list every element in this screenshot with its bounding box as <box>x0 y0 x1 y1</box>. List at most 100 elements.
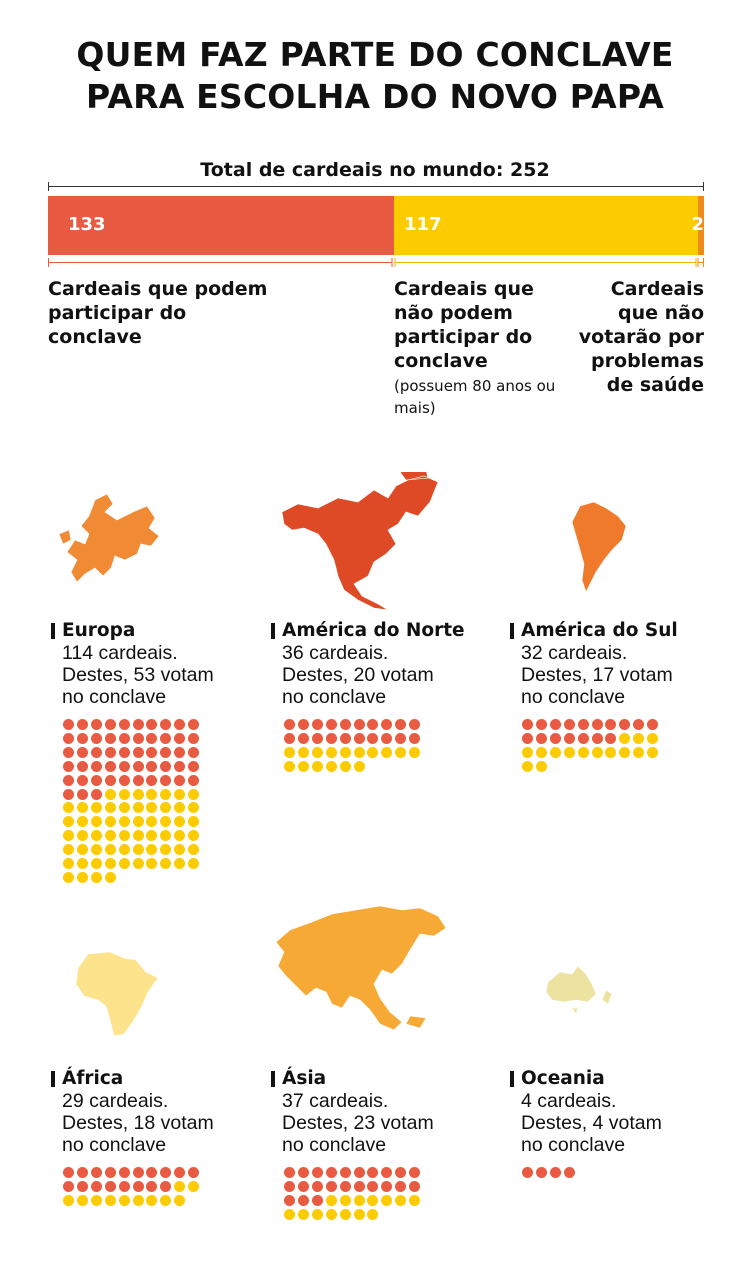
dot-non-voter <box>132 1194 144 1206</box>
dot-non-voter <box>535 760 547 772</box>
dot-voter <box>522 1167 533 1178</box>
dot-voter <box>132 746 144 758</box>
dot-voter <box>535 1167 547 1178</box>
dot-non-voter <box>118 1194 130 1206</box>
dot-non-voter <box>311 760 323 772</box>
region-name: América do Norte <box>282 620 465 641</box>
dot-non-voter <box>118 788 130 800</box>
dot-voter <box>297 1167 309 1178</box>
dot-voter <box>395 1180 407 1192</box>
dot-non-voter <box>409 746 421 758</box>
dot-voter <box>174 732 186 744</box>
dot-voter <box>118 719 130 730</box>
dot-voter <box>118 1180 130 1192</box>
dot-voter <box>549 719 561 730</box>
region-voters: Destes, 20 votam <box>282 664 434 686</box>
dot-voter <box>63 732 74 744</box>
bar-label-non-voters: 117 <box>404 214 442 235</box>
dot-non-voter <box>395 1194 407 1206</box>
dot-voter <box>76 788 88 800</box>
dot-non-voter <box>146 802 158 814</box>
region-voters: Destes, 4 votam <box>521 1112 662 1134</box>
dot-non-voter <box>63 802 74 814</box>
dot-non-voter <box>132 858 144 869</box>
dot-non-voter <box>146 830 158 842</box>
dot-voter <box>132 1180 144 1192</box>
dot-voter <box>339 719 351 730</box>
region-total: 32 cardeais. <box>521 642 628 664</box>
dot-voter <box>63 1180 74 1192</box>
dot-non-voter <box>132 788 144 800</box>
dot-voter <box>409 732 421 744</box>
dot-voter <box>146 746 158 758</box>
dot-non-voter <box>90 858 102 869</box>
region-voters: Destes, 53 votam <box>62 664 214 686</box>
dot-non-voter <box>174 816 186 828</box>
dot-voter <box>367 732 379 744</box>
dot-non-voter <box>619 746 631 758</box>
dot-voter <box>146 760 158 772</box>
dot-non-voter <box>284 760 295 772</box>
dot-voter <box>188 746 200 758</box>
dot-non-voter <box>353 1194 365 1206</box>
dot-non-voter <box>146 844 158 856</box>
total-stacked-bar: 133 117 2 <box>48 196 704 255</box>
dot-voter <box>633 719 645 730</box>
dot-voter <box>118 746 130 758</box>
dot-voter <box>577 719 589 730</box>
dot-non-voter <box>90 802 102 814</box>
south-america-map-icon <box>571 501 627 593</box>
dot-non-voter <box>325 1194 337 1206</box>
dot-non-voter <box>577 746 589 758</box>
category-voters: Cardeais que podem participar do conclav… <box>48 278 268 348</box>
dot-voter <box>104 746 116 758</box>
region-marker <box>510 623 514 639</box>
dot-voter <box>118 774 130 786</box>
top-bracket <box>48 182 704 191</box>
dot-voter <box>104 1180 116 1192</box>
oceania-map-icon <box>545 965 613 1015</box>
dot-non-voter <box>90 1194 102 1206</box>
region-suffix: no conclave <box>62 1134 167 1156</box>
dot-non-voter <box>160 858 172 869</box>
dot-non-voter <box>160 830 172 842</box>
dot-non-voter <box>549 746 561 758</box>
dot-non-voter <box>647 732 659 744</box>
dot-voter <box>353 1180 365 1192</box>
dot-non-voter <box>619 732 631 744</box>
dot-voter <box>160 732 172 744</box>
dot-voter <box>90 732 102 744</box>
region-suffix: no conclave <box>282 1134 387 1156</box>
dot-voter <box>63 788 74 800</box>
dot-non-voter <box>174 858 186 869</box>
dot-non-voter <box>63 816 74 828</box>
dot-voter <box>188 732 200 744</box>
dot-voter <box>522 719 533 730</box>
dot-voter <box>395 732 407 744</box>
region-suffix: no conclave <box>282 686 387 708</box>
region-suffix: no conclave <box>521 686 626 708</box>
dot-non-voter <box>325 1208 337 1220</box>
dot-non-voter <box>160 788 172 800</box>
dot-non-voter <box>339 760 351 772</box>
region-voters: Destes, 18 votam <box>62 1112 214 1134</box>
dot-voter <box>104 774 116 786</box>
dot-non-voter <box>63 871 74 883</box>
dot-voter <box>311 1194 323 1206</box>
dot-non-voter <box>284 1208 295 1220</box>
dot-voter <box>146 1167 158 1178</box>
dot-voter <box>311 1167 323 1178</box>
dot-non-voter <box>160 844 172 856</box>
region-name: América do Sul <box>521 620 678 641</box>
dot-voter <box>188 1167 200 1178</box>
dot-non-voter <box>188 1180 200 1192</box>
region-total: 114 cardeais. <box>62 642 178 664</box>
dot-voter <box>160 760 172 772</box>
dot-voter <box>563 732 575 744</box>
dot-voter <box>90 719 102 730</box>
dot-voter <box>381 1180 393 1192</box>
dot-non-voter <box>90 844 102 856</box>
region-oceania: Oceania 4 cardeais. Destes, 4 votam no c… <box>510 1068 662 1156</box>
dot-voter <box>367 719 379 730</box>
dot-non-voter <box>90 816 102 828</box>
